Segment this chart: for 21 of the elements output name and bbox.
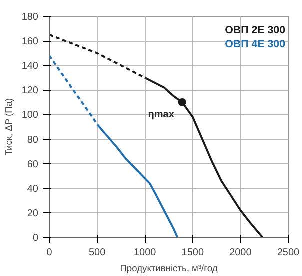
y-tick-label: 100 bbox=[22, 110, 39, 122]
x-tick-label: 0 bbox=[46, 248, 53, 258]
x-tick-label: 500 bbox=[88, 248, 106, 258]
text: ОВП 4Е 300 bbox=[225, 38, 286, 50]
y-tick-label: 0 bbox=[32, 233, 39, 244]
y-tick-label: 40 bbox=[27, 184, 39, 195]
y-tick-label: 80 bbox=[27, 134, 39, 146]
y-tick-label: 140 bbox=[22, 61, 39, 72]
x-tick-label: 1500 bbox=[182, 248, 204, 258]
y-tick-label: 20 bbox=[27, 208, 39, 220]
y-tick-label: 180 bbox=[22, 12, 39, 23]
x-tick-label: 2000 bbox=[230, 248, 252, 258]
y-tick-label: 60 bbox=[27, 159, 39, 170]
annotation: ηmax bbox=[148, 109, 175, 120]
x-axis-title: Продуктивність, м³/год bbox=[120, 264, 218, 274]
text: ОВП 2Е 300 bbox=[225, 24, 286, 36]
y-axis-title: Тиск, ΔP (Па) bbox=[4, 98, 14, 156]
y-tick-label: 160 bbox=[22, 36, 39, 48]
x-tick-label: 2500 bbox=[277, 248, 300, 258]
x-tick-label: 1000 bbox=[134, 248, 157, 258]
y-tick-label: 120 bbox=[22, 86, 39, 97]
